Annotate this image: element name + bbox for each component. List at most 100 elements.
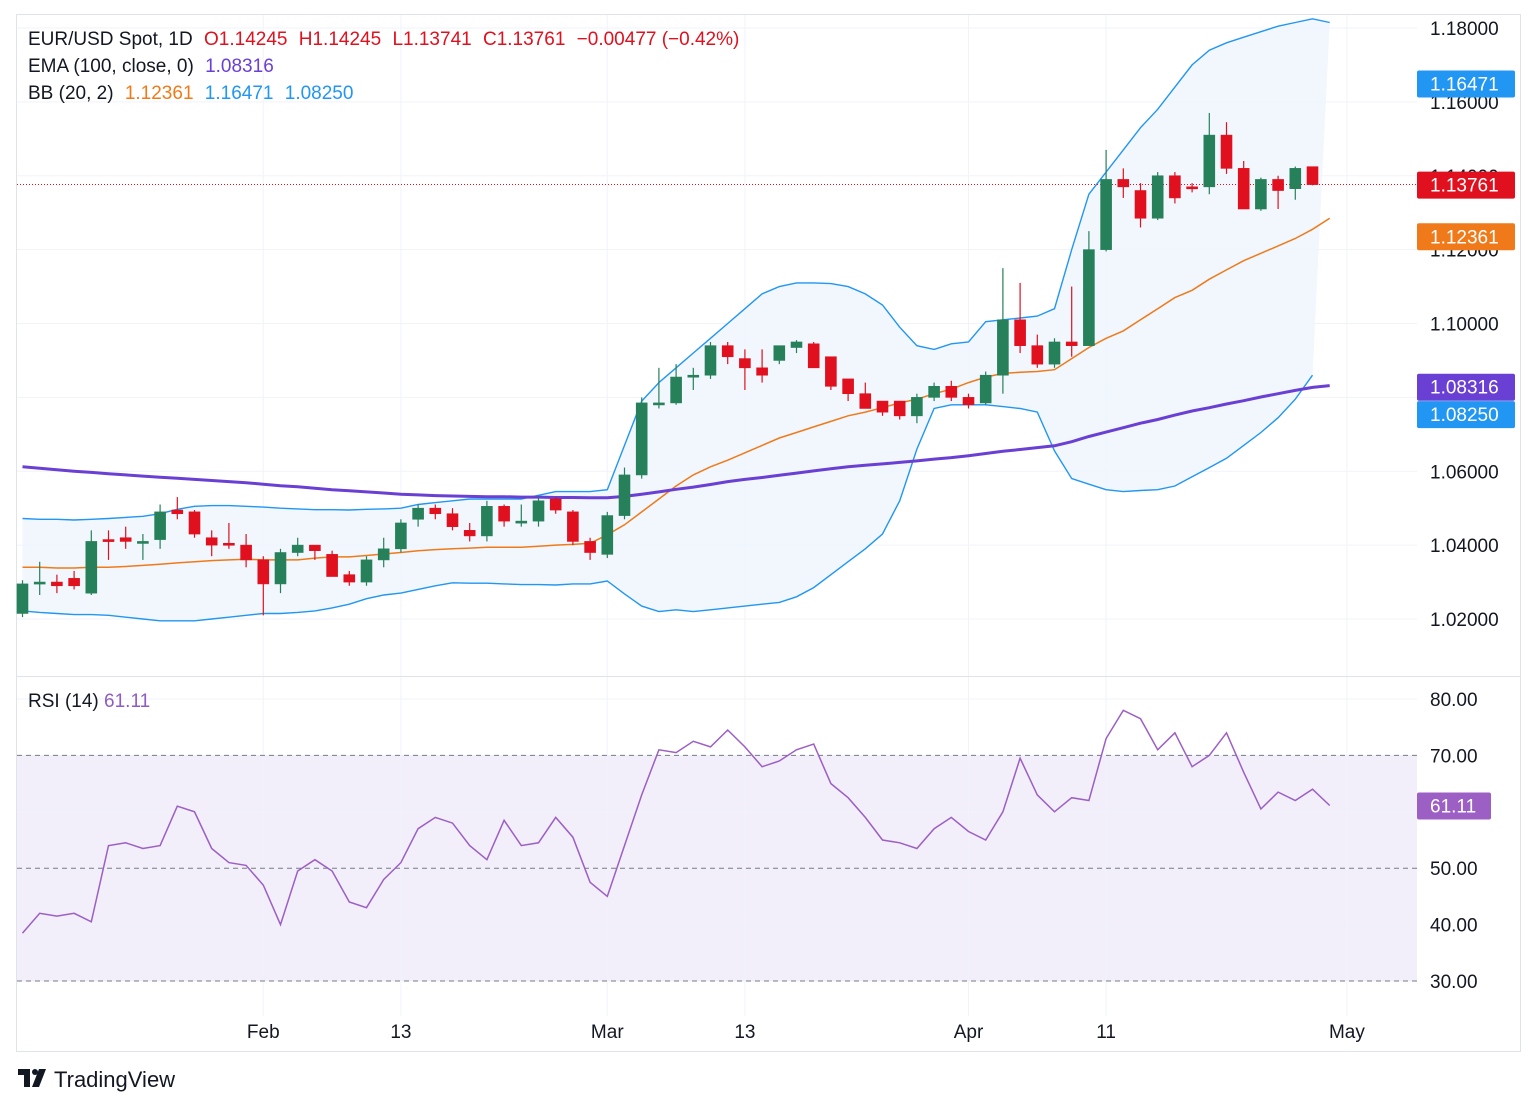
candle-body — [1306, 166, 1319, 185]
candle — [1169, 172, 1181, 204]
legend-ema: EMA (100, close, 0) 1.08316 — [28, 54, 280, 80]
badge-rsi-text: 61.11 — [1430, 797, 1476, 818]
legend-open: O1.14245 — [204, 29, 288, 50]
candle — [33, 561, 46, 595]
candle-body — [773, 345, 786, 361]
candle — [343, 570, 356, 586]
candle — [859, 382, 872, 409]
candle-body — [756, 367, 768, 376]
rsi-y-tick-label: 50.00 — [1430, 859, 1478, 880]
candle — [635, 397, 648, 479]
candle-body — [1186, 186, 1198, 190]
candle-body — [893, 400, 906, 417]
candle-body — [979, 374, 992, 404]
rsi-y-tick-label: 40.00 — [1430, 916, 1478, 937]
candle-body — [618, 474, 631, 516]
candle — [119, 526, 132, 549]
legend-bb-lower: 1.08250 — [284, 83, 354, 104]
candle-body — [532, 500, 545, 522]
candle-body — [274, 552, 287, 585]
legend-bb: BB (20, 2) 1.12361 1.16471 1.08250 — [28, 81, 359, 107]
candle-body — [721, 345, 734, 358]
tradingview-logo[interactable]: TradingView — [18, 1066, 175, 1094]
candle — [1186, 183, 1198, 193]
candle — [223, 522, 235, 549]
candle — [979, 371, 992, 405]
candle — [893, 400, 906, 420]
badge-bb-mid-bg — [1417, 223, 1515, 251]
candle-body — [807, 343, 820, 369]
candle — [429, 504, 442, 520]
candle-body — [515, 520, 528, 524]
badge-bb-upper-bg — [1417, 70, 1515, 98]
candle — [274, 548, 287, 594]
candle — [68, 570, 80, 590]
badge-last-close: 1.13761 — [1417, 171, 1515, 199]
candle-body — [498, 506, 510, 522]
candle-body — [102, 539, 115, 542]
candle — [446, 508, 459, 531]
y-tick-label: 1.02000 — [1430, 610, 1499, 631]
candle — [670, 364, 682, 405]
legend-ema-label: EMA (100, close, 0) — [28, 56, 194, 77]
candle — [773, 345, 786, 365]
candle — [911, 393, 923, 424]
legend-bb-label: BB (20, 2) — [28, 83, 114, 104]
x-tick-label: May — [1329, 1022, 1365, 1043]
bb-band-fill — [22, 18, 1330, 621]
candle — [498, 504, 510, 527]
candle-body — [653, 402, 665, 406]
candle — [1117, 168, 1130, 198]
tradingview-name: TradingView — [54, 1067, 176, 1092]
ema-line — [22, 384, 1330, 500]
badge-bb-lower-text: 1.08250 — [1430, 405, 1499, 426]
candle-body — [601, 515, 614, 555]
candle-body — [739, 358, 751, 369]
rsi-panel — [21, 709, 1331, 934]
candle-body — [377, 548, 390, 561]
candle-body — [240, 544, 252, 561]
candle — [928, 382, 940, 402]
x-tick-label: Apr — [954, 1022, 984, 1043]
candle-body — [119, 537, 132, 542]
candles — [16, 112, 1319, 618]
candle-body — [635, 402, 648, 476]
candle — [1048, 338, 1061, 368]
x-tick-label: 13 — [390, 1022, 411, 1043]
candle-body — [825, 356, 837, 387]
candle — [584, 537, 596, 560]
candle-body — [687, 374, 700, 378]
y-tick-label: 1.16000 — [1430, 93, 1499, 114]
candle-body — [223, 542, 235, 546]
candle-body — [205, 537, 218, 546]
candle — [1306, 166, 1319, 186]
candle — [1272, 175, 1284, 209]
candle — [945, 380, 958, 402]
candle — [154, 504, 166, 549]
candle-body — [481, 506, 493, 537]
candle-body — [412, 507, 424, 520]
candle-body — [188, 511, 201, 535]
candle — [205, 530, 218, 557]
candle — [962, 393, 975, 409]
legend-rsi-value: 61.11 — [104, 691, 151, 712]
candle-body — [1083, 249, 1095, 346]
candle-body — [1220, 134, 1233, 169]
badge-ema-bg — [1417, 373, 1515, 401]
candle-body — [395, 522, 407, 550]
candle-body — [463, 530, 476, 537]
legend-bb-upper: 1.16471 — [204, 83, 274, 104]
candle — [532, 497, 545, 527]
candle-body — [790, 341, 803, 348]
candle — [601, 511, 614, 559]
candle-body — [16, 583, 29, 614]
rsi-y-tick-label: 70.00 — [1430, 746, 1478, 767]
candle-body — [291, 544, 304, 553]
candle-body — [859, 393, 872, 409]
candle — [1203, 112, 1216, 195]
candle-body — [928, 385, 940, 398]
candle — [257, 556, 270, 616]
legend-symbol: EUR/USD Spot, 1D — [28, 29, 193, 50]
candle-body — [1048, 341, 1061, 365]
